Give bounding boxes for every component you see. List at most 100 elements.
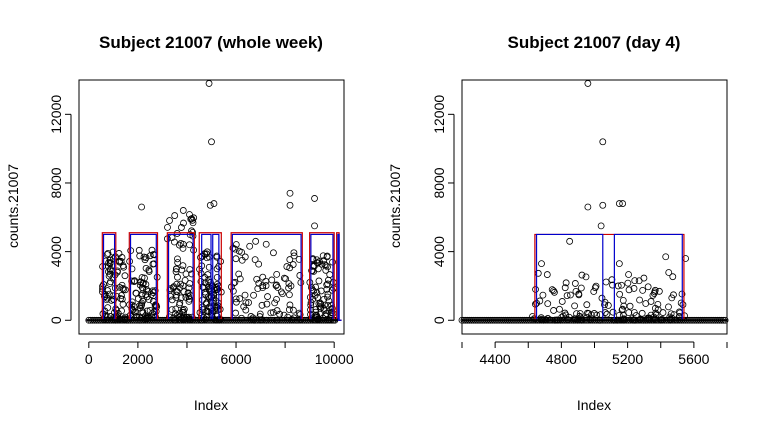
data-point [245, 299, 252, 306]
data-point [143, 293, 151, 301]
data-point [628, 315, 636, 323]
data-point [258, 301, 266, 309]
data-point [551, 288, 558, 296]
data-point [121, 272, 129, 280]
data-point [135, 246, 143, 254]
data-point [543, 271, 551, 278]
data-point [105, 262, 112, 270]
data-point [544, 300, 552, 308]
data-point [283, 263, 291, 270]
data-point [210, 200, 218, 207]
data-point [539, 291, 547, 299]
data-point [240, 303, 248, 311]
data-point [616, 290, 624, 298]
data-point [322, 262, 330, 270]
data-point [609, 308, 617, 316]
data-point [624, 279, 632, 287]
data-point [180, 219, 187, 227]
data-point [632, 312, 640, 319]
data-point [188, 227, 195, 235]
data-point [550, 307, 557, 314]
data-point [189, 216, 196, 224]
data-point [320, 306, 328, 314]
data-point [106, 280, 114, 287]
data-point [659, 309, 667, 316]
data-point [268, 276, 276, 284]
data-point [593, 311, 601, 319]
data-point [631, 277, 639, 285]
data-point [316, 303, 324, 310]
data-point [104, 249, 112, 257]
data-point [217, 258, 224, 265]
data-point [206, 201, 214, 209]
x-tick-label: 2000 [122, 351, 153, 367]
data-point [679, 301, 687, 309]
data-point [185, 297, 193, 305]
data-point [289, 261, 297, 268]
data-point [272, 282, 280, 290]
data-point [254, 285, 262, 293]
x-axis-label: Index [194, 397, 228, 413]
data-point [185, 284, 193, 292]
data-point [182, 315, 190, 323]
data-point [273, 270, 281, 278]
y-tick-label: 4000 [431, 236, 447, 267]
data-point [618, 306, 626, 314]
data-point [630, 285, 638, 292]
data-point [566, 237, 574, 245]
data-point [174, 255, 181, 263]
x-tick-label: 6000 [220, 351, 251, 367]
data-point [259, 284, 267, 291]
data-point [323, 281, 331, 289]
data-point [213, 252, 221, 260]
data-point [651, 286, 659, 294]
data-point [599, 201, 607, 209]
data-point [316, 299, 324, 307]
data-point [116, 258, 123, 266]
data-point [571, 302, 579, 310]
data-point [232, 309, 240, 317]
data-point [180, 305, 188, 313]
data-point [662, 253, 670, 261]
data-point [532, 286, 539, 293]
data-point [186, 241, 193, 249]
data-point [287, 282, 295, 290]
data-point [550, 287, 557, 295]
chart-panel-day-4: Subject 21007 (day 4) Index counts.21007… [387, 33, 729, 413]
data-point [315, 277, 323, 285]
data-point [273, 281, 280, 289]
data-point [179, 244, 187, 252]
data-point [311, 291, 319, 299]
data-point [576, 310, 584, 317]
data-point [325, 297, 333, 305]
data-point [205, 80, 213, 87]
data-point [259, 273, 267, 281]
data-point [615, 311, 623, 319]
data-point [142, 281, 150, 288]
data-point [319, 252, 327, 260]
state-line-series [462, 233, 727, 321]
data-point [262, 240, 270, 248]
data-point [185, 293, 193, 300]
data-point [103, 251, 111, 258]
data-point [567, 291, 574, 299]
data-point [563, 292, 571, 299]
data-point [585, 310, 593, 317]
data-point [614, 282, 622, 290]
data-point [180, 308, 188, 316]
data-point [176, 301, 183, 308]
data-point [644, 283, 652, 291]
data-point [598, 294, 606, 302]
data-point [639, 286, 647, 294]
data-point [654, 306, 662, 314]
data-point [289, 306, 297, 314]
data-point [171, 212, 179, 219]
data-point [635, 277, 643, 285]
data-point [253, 275, 261, 283]
x-tick-label: 4800 [546, 351, 577, 367]
data-point [178, 266, 186, 274]
data-point [280, 311, 288, 319]
data-point [242, 306, 250, 314]
data-point [186, 211, 193, 218]
data-point [235, 247, 243, 255]
